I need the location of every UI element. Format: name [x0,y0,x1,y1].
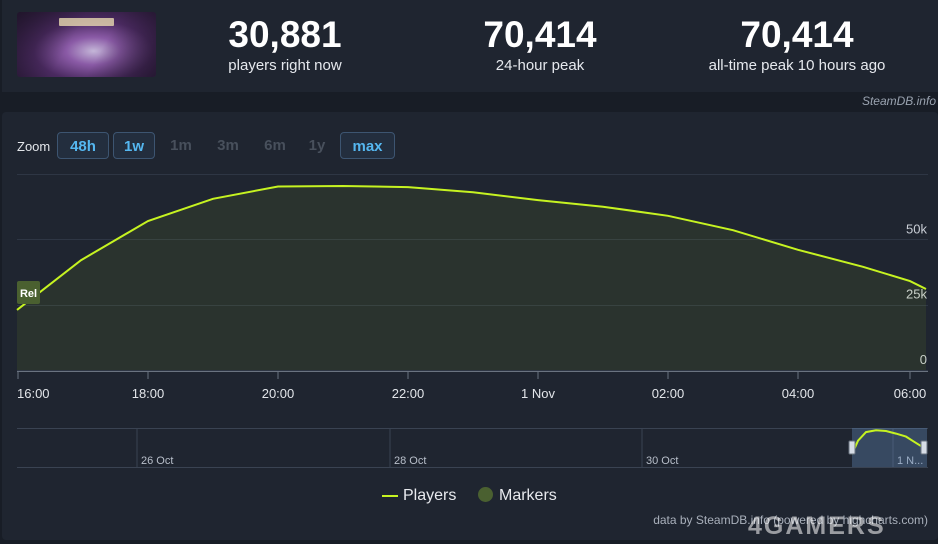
x-tick-label: 06:00 [894,386,927,401]
release-marker-label: Rel [20,288,37,300]
chart-footer[interactable]: data by SteamDB.info (powered by highcha… [653,513,928,527]
x-tick-label: 20:00 [262,386,295,401]
navigator-tick-label: 28 Oct [394,455,426,467]
zoom-button-1y[interactable]: 1y [308,137,326,154]
x-tick-label: 04:00 [782,386,815,401]
legend-item-players[interactable]: Players [382,487,456,505]
x-tick-label: 1 Nov [521,386,555,401]
x-tick-label: 16:00 [17,386,50,401]
stat-value: 70,414 [483,14,597,55]
navigator-tick-label: 1 N... [897,455,923,467]
legend-line-icon [382,494,398,497]
navigator-series [851,429,927,455]
stat-label: 24-hour peak [495,57,585,74]
stat-alltime-peak: 70,414 all-time peak 10 hours ago [697,14,897,76]
stat-label: players right now [228,57,342,74]
zoom-button-6m[interactable]: 6m [264,137,286,154]
game-thumbnail[interactable] [17,12,156,77]
y-tick-label: 25k [906,287,927,302]
stat-label: all-time peak 10 hours ago [708,57,886,74]
y-tick-label: 50k [906,221,927,236]
legend-circle-icon [478,487,493,502]
watermark: 4GAMERS [748,512,886,540]
players-area [17,186,926,370]
players-line[interactable] [16,184,927,311]
navigator-tick-label: 26 Oct [141,455,173,467]
source-credit[interactable]: SteamDB.info [861,94,936,108]
legend-item-markers[interactable]: Markers [478,487,557,505]
chart-panel [2,112,938,540]
x-tick-label: 18:00 [132,386,165,401]
stat-players-now: 30,881 players right now [205,14,365,76]
stat-value: 30,881 [228,14,342,55]
zoom-button-1w[interactable]: 1w [113,132,155,159]
stat-24h-peak: 70,414 24-hour peak [460,14,620,76]
stat-value: 70,414 [740,14,854,55]
zoom-button-48h[interactable]: 48h [57,132,109,159]
zoom-label: Zoom [17,139,51,154]
game-logo [59,18,114,26]
navigator-handle-right[interactable] [920,440,928,455]
zoom-button-3m[interactable]: 3m [217,137,239,154]
x-tick-label: 02:00 [652,386,685,401]
navigator-tick-label: 30 Oct [646,455,678,467]
y-tick-label: 0 [920,352,927,367]
stats-bar [2,0,938,92]
x-tick-label: 22:00 [392,386,425,401]
zoom-button-max[interactable]: max [340,132,395,159]
legend-label: Markers [499,487,557,504]
navigator-handle-left[interactable] [848,440,856,455]
zoom-button-1m[interactable]: 1m [170,137,192,154]
legend-label: Players [403,487,457,504]
release-marker[interactable] [17,281,40,304]
